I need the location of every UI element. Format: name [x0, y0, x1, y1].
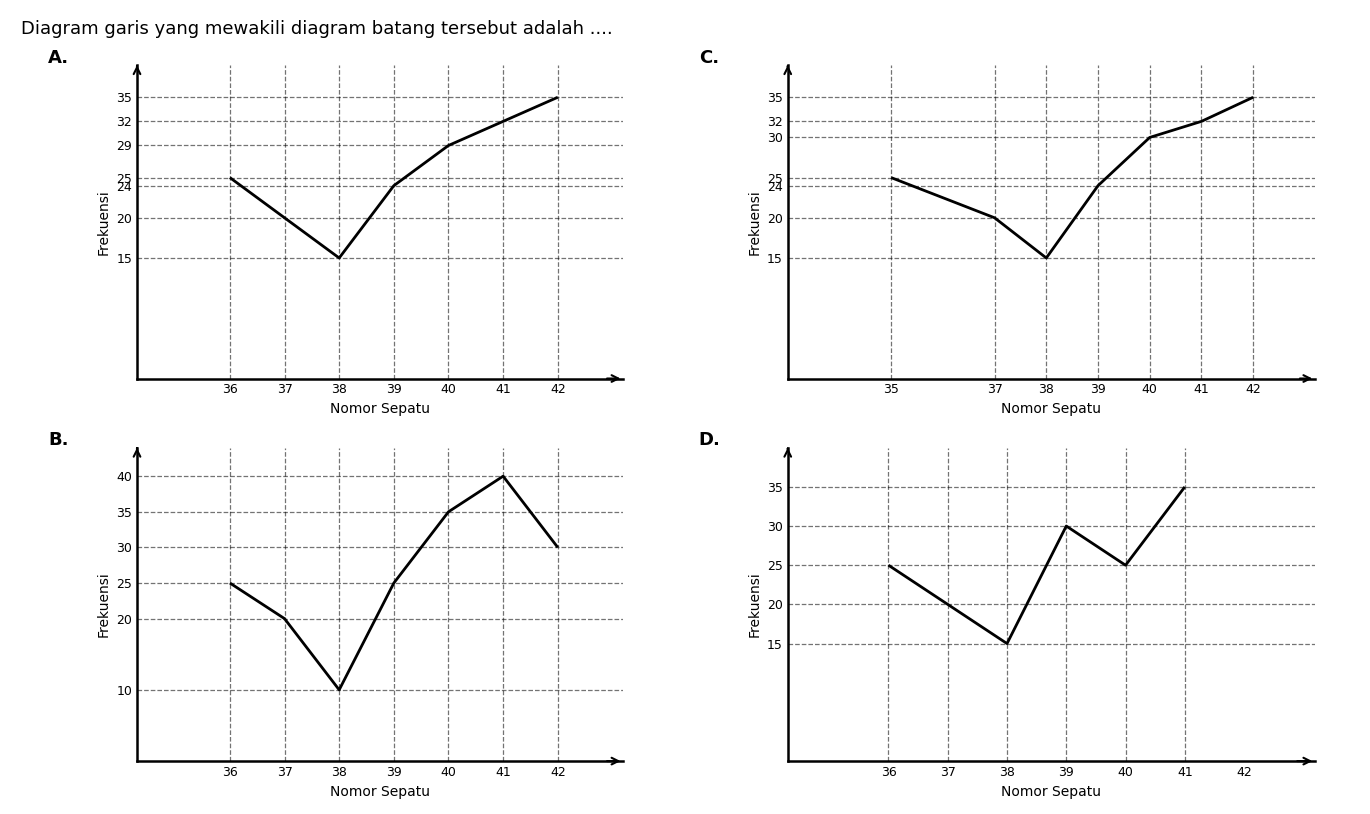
Y-axis label: Frekuensi: Frekuensi [748, 571, 762, 637]
X-axis label: Nomor Sepatu: Nomor Sepatu [1001, 402, 1101, 416]
Y-axis label: Frekuensi: Frekuensi [748, 189, 762, 255]
Text: B.: B. [48, 431, 68, 449]
Text: A.: A. [48, 49, 68, 67]
Text: Diagram garis yang mewakili diagram batang tersebut adalah ....: Diagram garis yang mewakili diagram bata… [21, 20, 612, 38]
Y-axis label: Frekuensi: Frekuensi [97, 189, 111, 255]
Y-axis label: Frekuensi: Frekuensi [97, 571, 111, 637]
X-axis label: Nomor Sepatu: Nomor Sepatu [330, 402, 430, 416]
Text: C.: C. [699, 49, 719, 67]
X-axis label: Nomor Sepatu: Nomor Sepatu [330, 785, 430, 799]
X-axis label: Nomor Sepatu: Nomor Sepatu [1001, 785, 1101, 799]
Text: D.: D. [699, 431, 721, 449]
